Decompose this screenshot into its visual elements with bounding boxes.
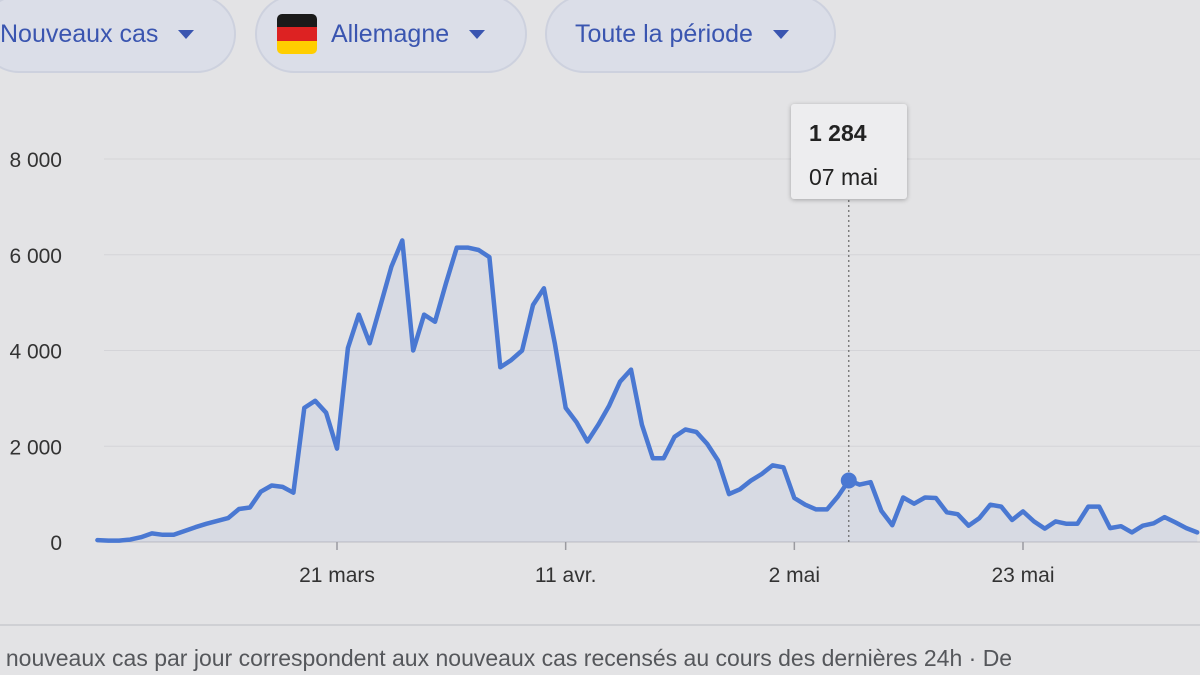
country-dropdown[interactable]: Allemagne bbox=[255, 0, 527, 73]
cases-line-chart[interactable]: 0 2 000 4 000 6 000 8 000 21 mars 11 avr. 2 mai… bbox=[0, 90, 1200, 620]
tooltip-date: 07 mai bbox=[809, 164, 879, 190]
flag-stripe bbox=[277, 40, 317, 54]
y-tick-label: 6 000 bbox=[9, 245, 62, 268]
chevron-down-icon bbox=[178, 29, 195, 39]
chevron-down-icon bbox=[772, 29, 789, 39]
y-tick-label: 8 000 bbox=[9, 149, 62, 172]
flag-stripe bbox=[277, 14, 317, 28]
hover-point bbox=[840, 472, 857, 489]
series-area bbox=[97, 240, 1198, 542]
metric-dropdown[interactable]: Nouveaux cas bbox=[0, 0, 236, 73]
y-tick-label: 0 bbox=[50, 532, 62, 555]
series-line bbox=[95, 238, 1200, 543]
country-dropdown-label: Allemagne bbox=[331, 19, 450, 48]
germany-flag-icon bbox=[277, 14, 317, 54]
tooltip-value: 1 284 bbox=[809, 120, 867, 146]
footnote: s nouveaux cas par jour correspondent au… bbox=[0, 645, 1013, 671]
y-tick-label: 4 000 bbox=[9, 341, 62, 364]
x-tick-label: 11 avr. bbox=[535, 564, 596, 587]
metric-dropdown-label: Nouveaux cas bbox=[0, 19, 159, 48]
period-dropdown-label: Toute la période bbox=[575, 19, 753, 48]
divider bbox=[0, 624, 1200, 626]
chevron-down-icon bbox=[469, 29, 486, 39]
x-tick-label: 21 mars bbox=[299, 564, 375, 587]
period-dropdown[interactable]: Toute la période bbox=[545, 0, 836, 73]
y-tick-label: 2 000 bbox=[9, 436, 62, 459]
x-tick-label: 2 mai bbox=[769, 564, 820, 587]
flag-stripe bbox=[277, 27, 317, 41]
x-tick-label: 23 mai bbox=[991, 564, 1054, 587]
chart-tooltip: 1 284 07 mai bbox=[791, 104, 907, 199]
